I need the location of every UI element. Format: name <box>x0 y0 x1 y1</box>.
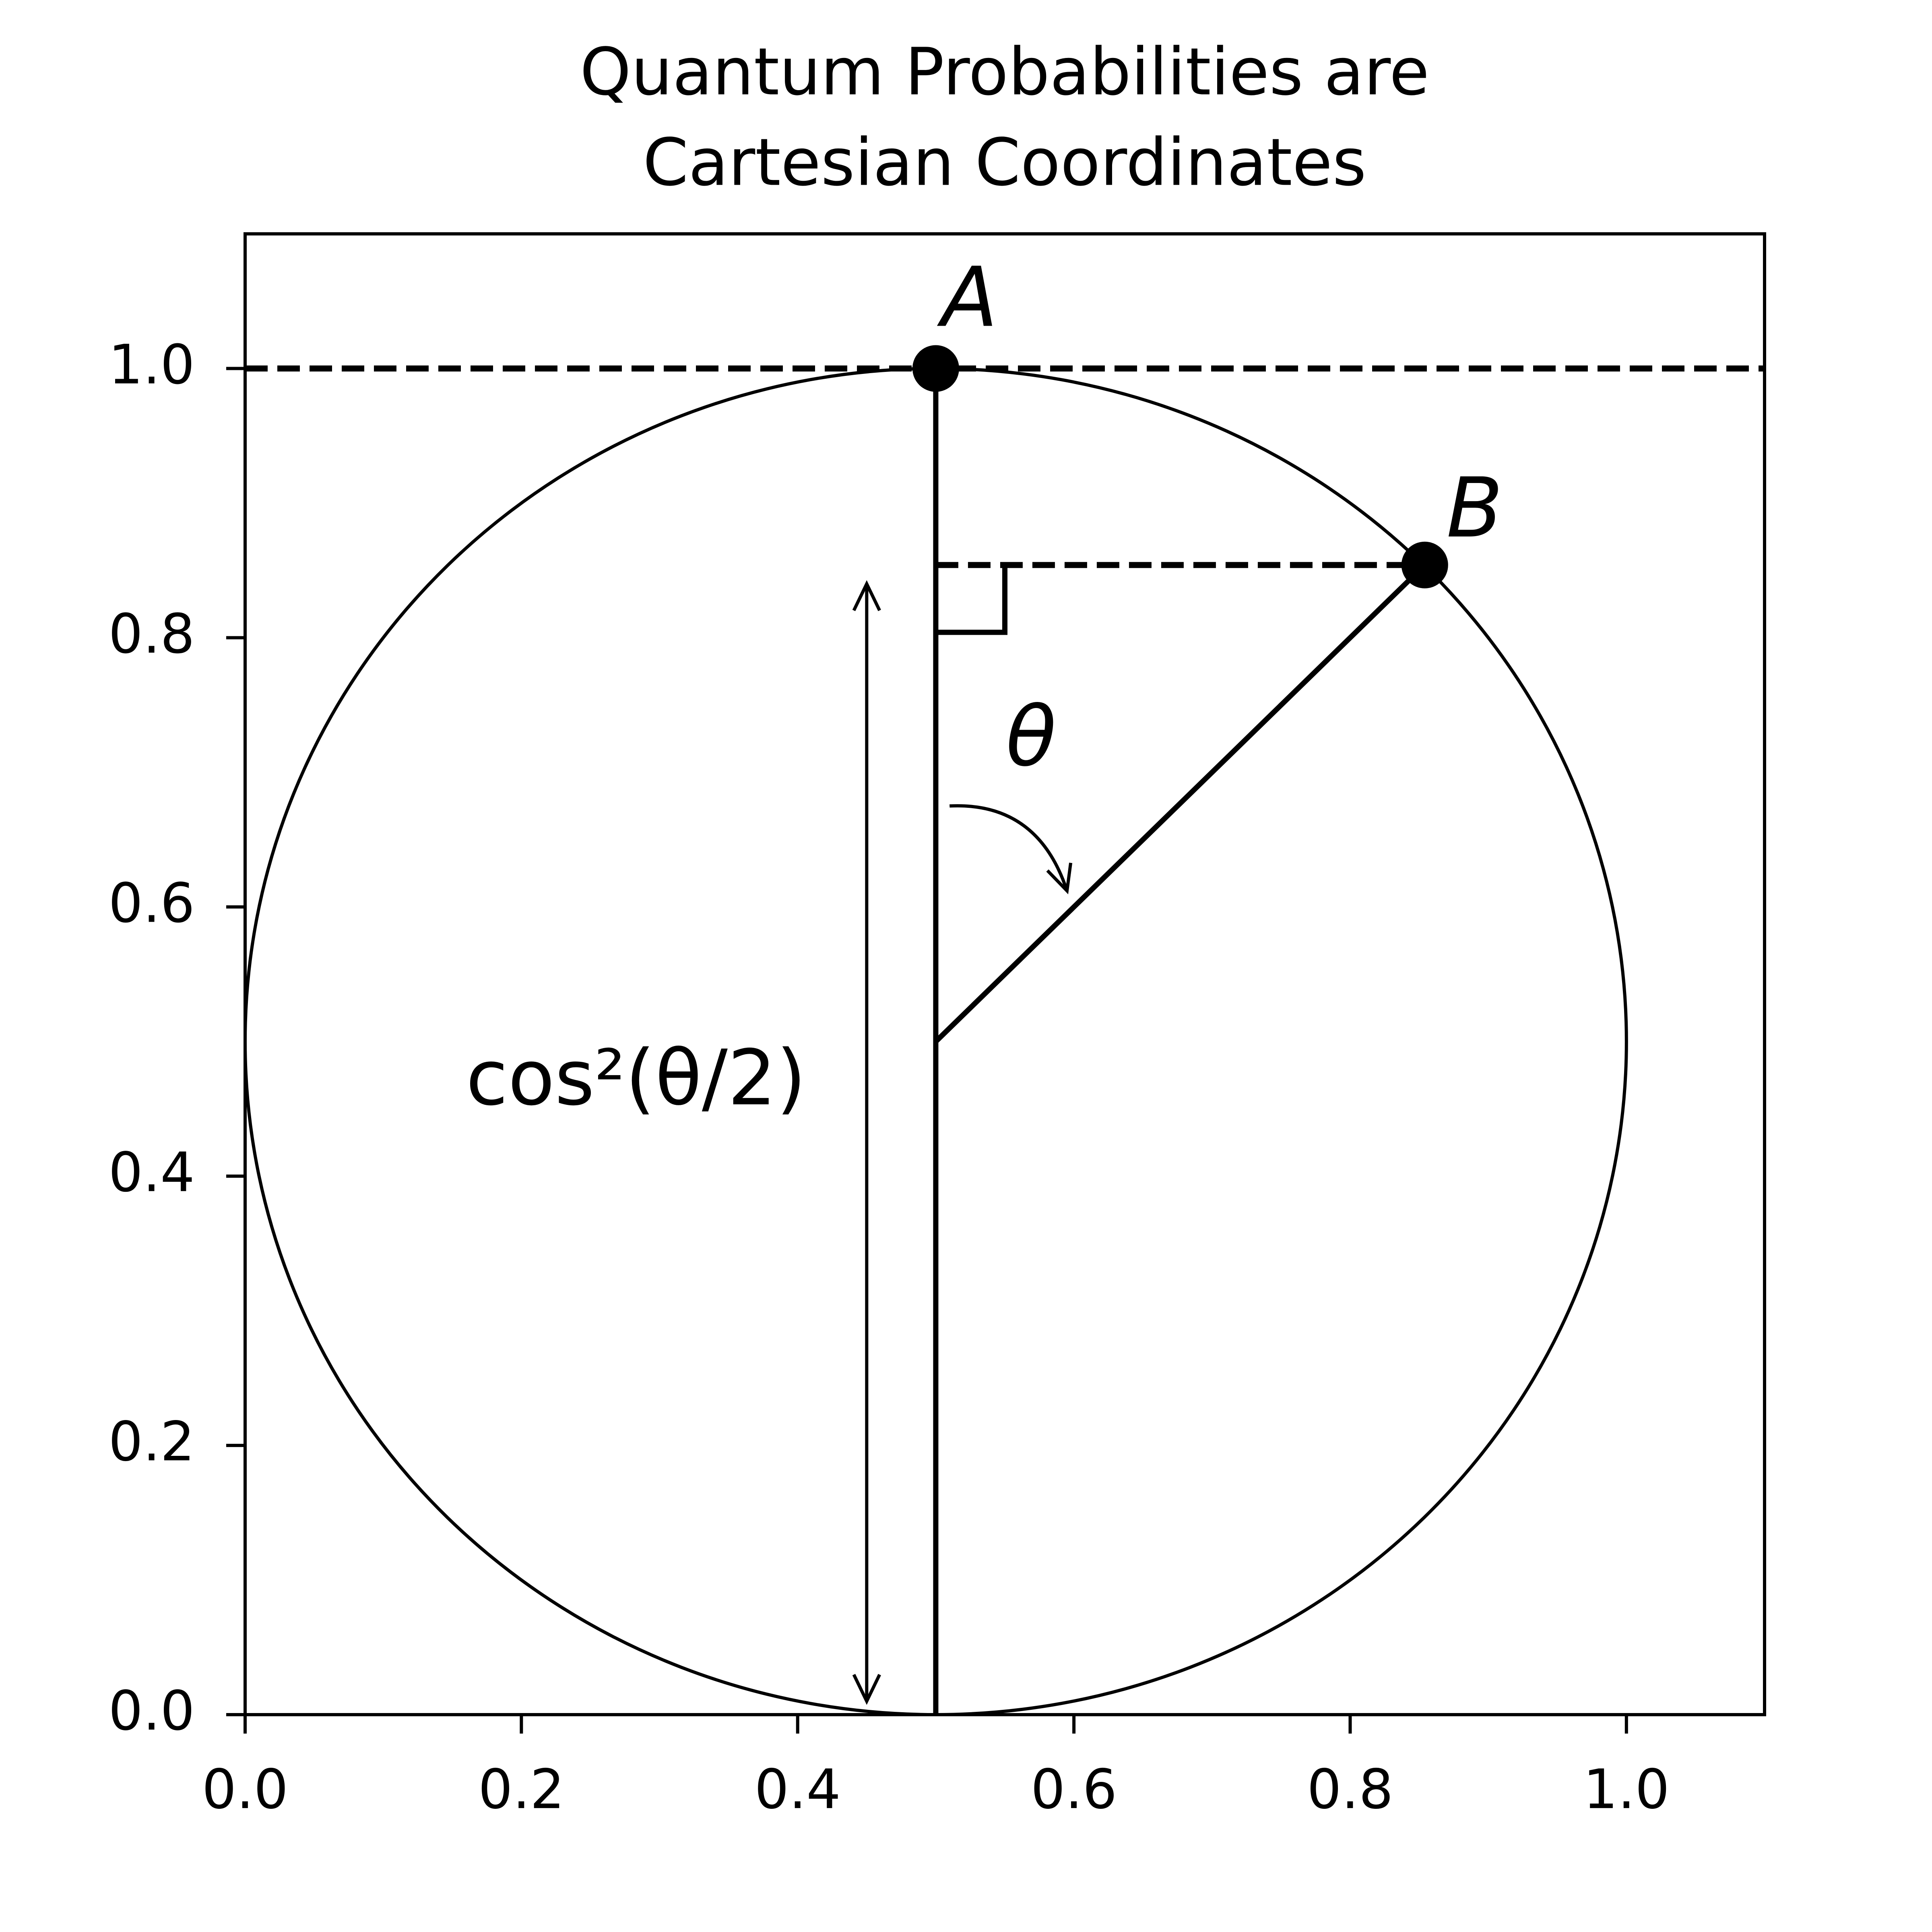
x-tick-label: 0.0 <box>202 1758 289 1821</box>
x-tick-label: 0.4 <box>754 1758 841 1821</box>
axes-frame <box>244 232 1766 1716</box>
chart-title: Quantum Probabilities are <box>580 34 1430 110</box>
chart-title: Cartesian Coordinates <box>643 125 1366 200</box>
point <box>1401 541 1448 588</box>
y-tick-label: 0.4 <box>108 1141 195 1204</box>
arrow-head <box>1046 863 1073 894</box>
line <box>934 563 1427 1044</box>
point-label: A <box>937 250 998 346</box>
curved-arrow <box>949 804 1069 892</box>
y-tick-label: 0.2 <box>108 1410 195 1473</box>
annotation: cos²(θ/2) <box>466 1034 806 1123</box>
x-tick-label: 0.8 <box>1307 1758 1393 1821</box>
y-tick-label: 0.0 <box>108 1679 195 1742</box>
x-tick-label: 0.2 <box>478 1758 565 1821</box>
point <box>912 345 959 392</box>
point-label: B <box>1446 460 1503 556</box>
annotation: θ <box>1006 689 1056 785</box>
y-tick-label: 1.0 <box>108 333 195 396</box>
y-tick-label: 0.8 <box>108 602 195 665</box>
x-tick-label: 0.6 <box>1031 1758 1117 1821</box>
arrow-head <box>852 580 881 611</box>
x-tick-label: 1.0 <box>1583 1758 1670 1821</box>
y-tick-label: 0.6 <box>108 871 195 935</box>
arrow-head <box>852 1674 881 1705</box>
line <box>935 565 1007 635</box>
